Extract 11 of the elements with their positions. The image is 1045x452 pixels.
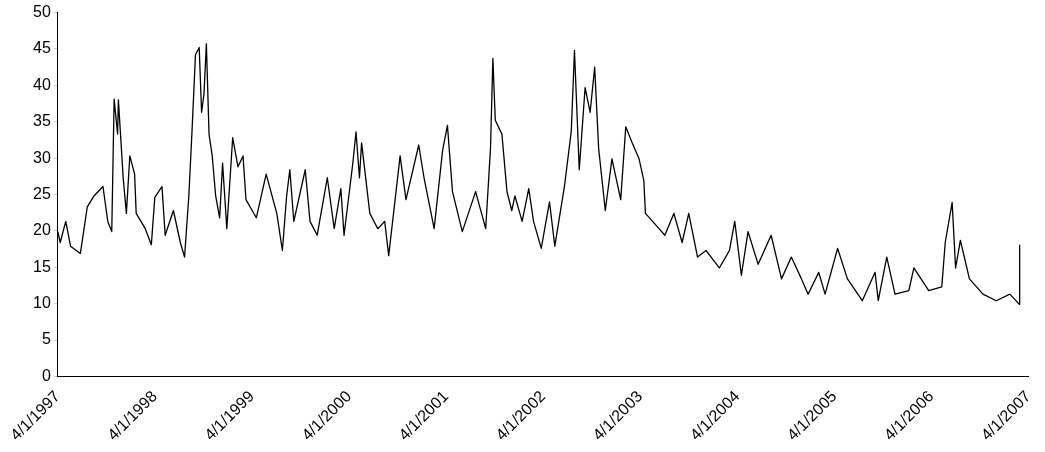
y-tick-label: 40: [33, 75, 51, 93]
y-tick-label: 20: [33, 221, 51, 239]
y-tick-label: 35: [33, 112, 51, 130]
y-tick-label: 50: [33, 3, 51, 21]
y-tick-label: 15: [33, 257, 51, 275]
y-tick-label: 10: [33, 294, 51, 312]
y-tick-label: 5: [41, 330, 51, 348]
y-tick-label: 25: [33, 184, 51, 202]
y-tick-label: 0: [41, 366, 51, 384]
y-tick-label: 30: [33, 148, 51, 166]
y-tick-label: 45: [33, 39, 51, 57]
